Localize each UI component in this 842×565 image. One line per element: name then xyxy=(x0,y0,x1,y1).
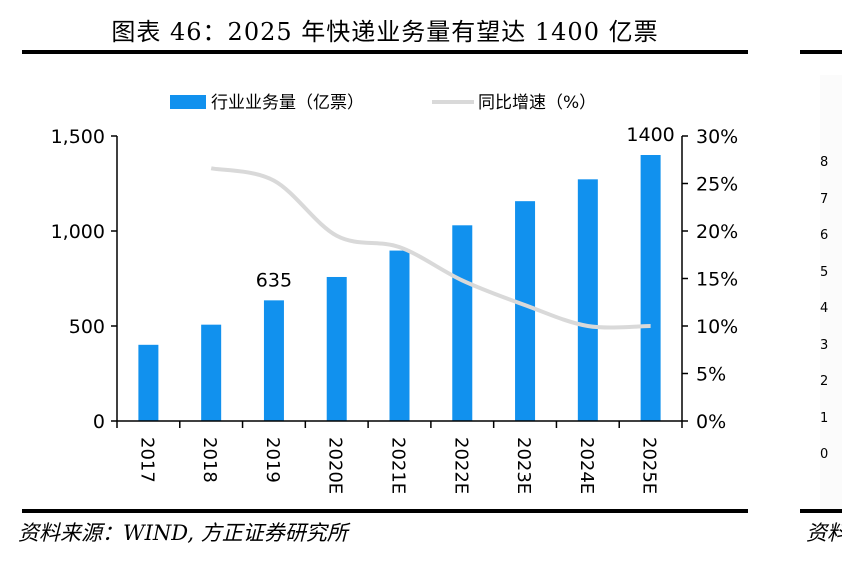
x-tick-label-2018: 2018 xyxy=(199,437,220,483)
bar-2019 xyxy=(263,300,284,421)
right-tick-label: 25% xyxy=(696,174,738,196)
legend-label-line: 同比增速（%） xyxy=(478,93,596,113)
right-tick-label: 0% xyxy=(696,411,726,433)
bar-2023E xyxy=(515,201,536,421)
growth-rate-line xyxy=(210,166,651,330)
title-divider xyxy=(22,50,748,54)
neighbor-bottom-divider xyxy=(800,509,842,513)
x-tick-label-2025E: 2025E xyxy=(639,437,660,494)
page-title: 图表 46：2025 年快递业务量有望达 1400 亿票 xyxy=(111,18,659,46)
neighbor-tick-label: 6 xyxy=(820,228,829,243)
neighbor-tick-label: 8 xyxy=(820,155,829,170)
data-label-2025E: 1400 xyxy=(626,124,674,146)
right-tick-label: 20% xyxy=(696,221,738,243)
neighbor-chart-fragment: 8 7 6 5 4 3 2 1 0 xyxy=(820,75,842,510)
bar-2025E xyxy=(640,155,661,421)
neighbor-tick-label: 7 xyxy=(820,191,829,207)
neighbor-source-note: 资料 xyxy=(806,521,842,545)
plot-area: 0 500 1,000 1,500 0% 5% 10% 15% 20% 25% 30% 2017 201… xyxy=(51,124,739,494)
right-tick-label: 5% xyxy=(696,364,726,386)
bar-2024E xyxy=(577,179,598,421)
neighbor-tick-label: 5 xyxy=(820,264,829,280)
bar-2020E xyxy=(326,276,347,421)
x-tick-label-2017: 2017 xyxy=(136,437,157,483)
chart: 行业业务量（亿票） 同比增速（%） 0 500 1,000 1,500 0% 5% 10% 1… xyxy=(51,93,739,494)
neighbor-tick-label: 0 xyxy=(820,447,829,462)
left-tick-label: 0 xyxy=(93,411,105,433)
left-tick-label: 1,500 xyxy=(51,126,105,148)
bar-2018 xyxy=(201,324,222,421)
source-note: 资料来源：WIND, 方正证券研究所 xyxy=(18,521,348,545)
data-label-2019: 635 xyxy=(256,269,292,291)
x-tick-label-2023E: 2023E xyxy=(513,437,534,494)
left-tick-label: 500 xyxy=(69,316,105,338)
x-tick-label-2022E: 2022E xyxy=(450,437,471,494)
legend-swatch-bar xyxy=(170,95,206,109)
bar-2017 xyxy=(138,344,159,421)
bottom-divider xyxy=(22,509,748,513)
right-tick-label: 30% xyxy=(696,126,738,148)
left-tick-label: 1,000 xyxy=(51,221,105,243)
right-tick-label: 15% xyxy=(696,269,738,291)
neighbor-tick-label: 1 xyxy=(820,410,829,426)
x-tick-label-2021E: 2021E xyxy=(388,437,409,494)
neighbor-tick-label: 2 xyxy=(820,374,829,389)
bar-2022E xyxy=(452,225,473,421)
x-tick-label-2024E: 2024E xyxy=(576,437,597,494)
neighbor-tick-label: 4 xyxy=(820,301,829,316)
neighbor-title-divider xyxy=(800,50,842,54)
right-tick-label: 10% xyxy=(696,316,738,338)
neighbor-tick-label: 3 xyxy=(820,337,829,353)
x-tick-label-2020E: 2020E xyxy=(325,437,346,494)
bar-2021E xyxy=(389,250,410,421)
chart-legend: 行业业务量（亿票） 同比增速（%） xyxy=(170,93,596,113)
legend-label-bar: 行业业务量（亿票） xyxy=(211,93,364,113)
x-tick-label-2019: 2019 xyxy=(262,437,283,483)
